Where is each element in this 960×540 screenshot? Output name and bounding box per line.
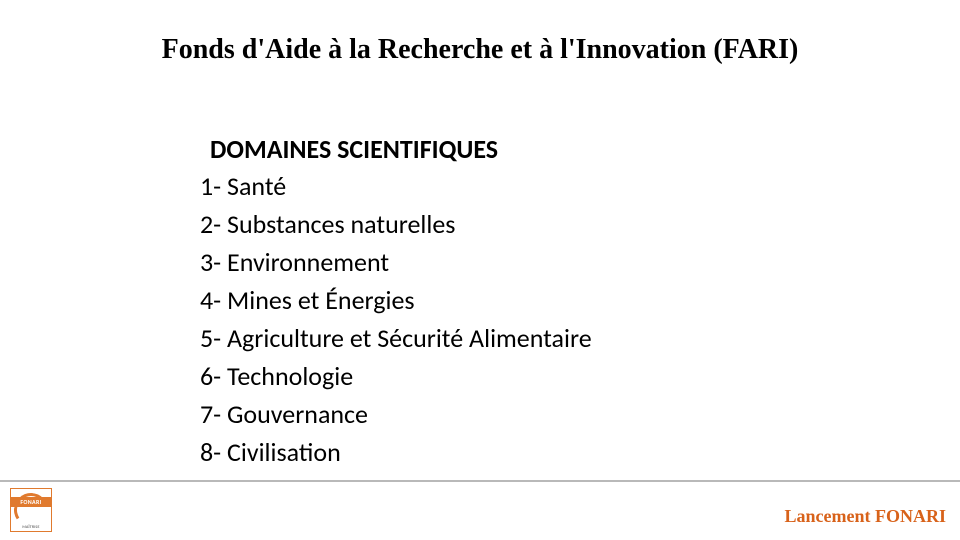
logo-label: FONARI [11,497,51,507]
domain-list: 1- Santé 2- Substances naturelles 3- Env… [200,168,592,472]
list-item: 2- Substances naturelles [200,206,592,243]
footer-divider [0,481,960,482]
list-item: 4- Mines et Énergies [200,282,592,319]
list-item: 7- Gouvernance [200,396,592,433]
list-item: 1- Santé [200,168,592,205]
slide: Fonds d'Aide à la Recherche et à l'Innov… [0,0,960,540]
logo-sublabel: MAÎTRISE [11,525,51,530]
fonari-logo: FONARI MAÎTRISE [10,488,52,532]
slide-title: Fonds d'Aide à la Recherche et à l'Innov… [0,34,960,66]
list-item: 3- Environnement [200,244,592,281]
section-subtitle: DOMAINES SCIENTIFIQUES [210,133,498,165]
list-item: 6- Technologie [200,358,592,395]
list-item: 8- Civilisation [200,434,592,471]
footer-text: Lancement FONARI [785,506,946,527]
list-item: 5- Agriculture et Sécurité Alimentaire [200,320,592,357]
